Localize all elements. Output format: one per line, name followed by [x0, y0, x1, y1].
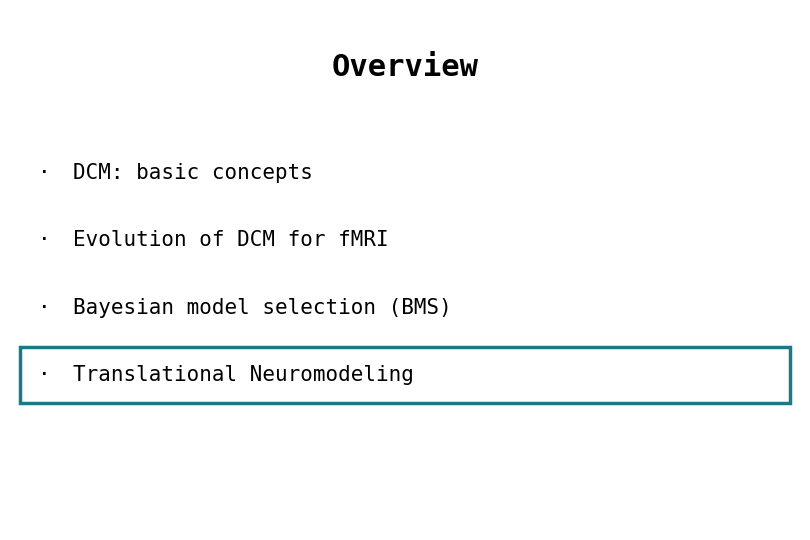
Text: Overview: Overview [331, 53, 479, 82]
Text: ·: · [38, 230, 51, 251]
Text: DCM: basic concepts: DCM: basic concepts [73, 163, 313, 183]
Text: ·: · [38, 298, 51, 318]
Text: Bayesian model selection (BMS): Bayesian model selection (BMS) [73, 298, 452, 318]
Text: ·: · [38, 163, 51, 183]
Text: Evolution of DCM for fMRI: Evolution of DCM for fMRI [73, 230, 389, 251]
Text: Translational Neuromodeling: Translational Neuromodeling [73, 365, 414, 386]
FancyBboxPatch shape [20, 347, 790, 403]
Text: ·: · [38, 365, 51, 386]
